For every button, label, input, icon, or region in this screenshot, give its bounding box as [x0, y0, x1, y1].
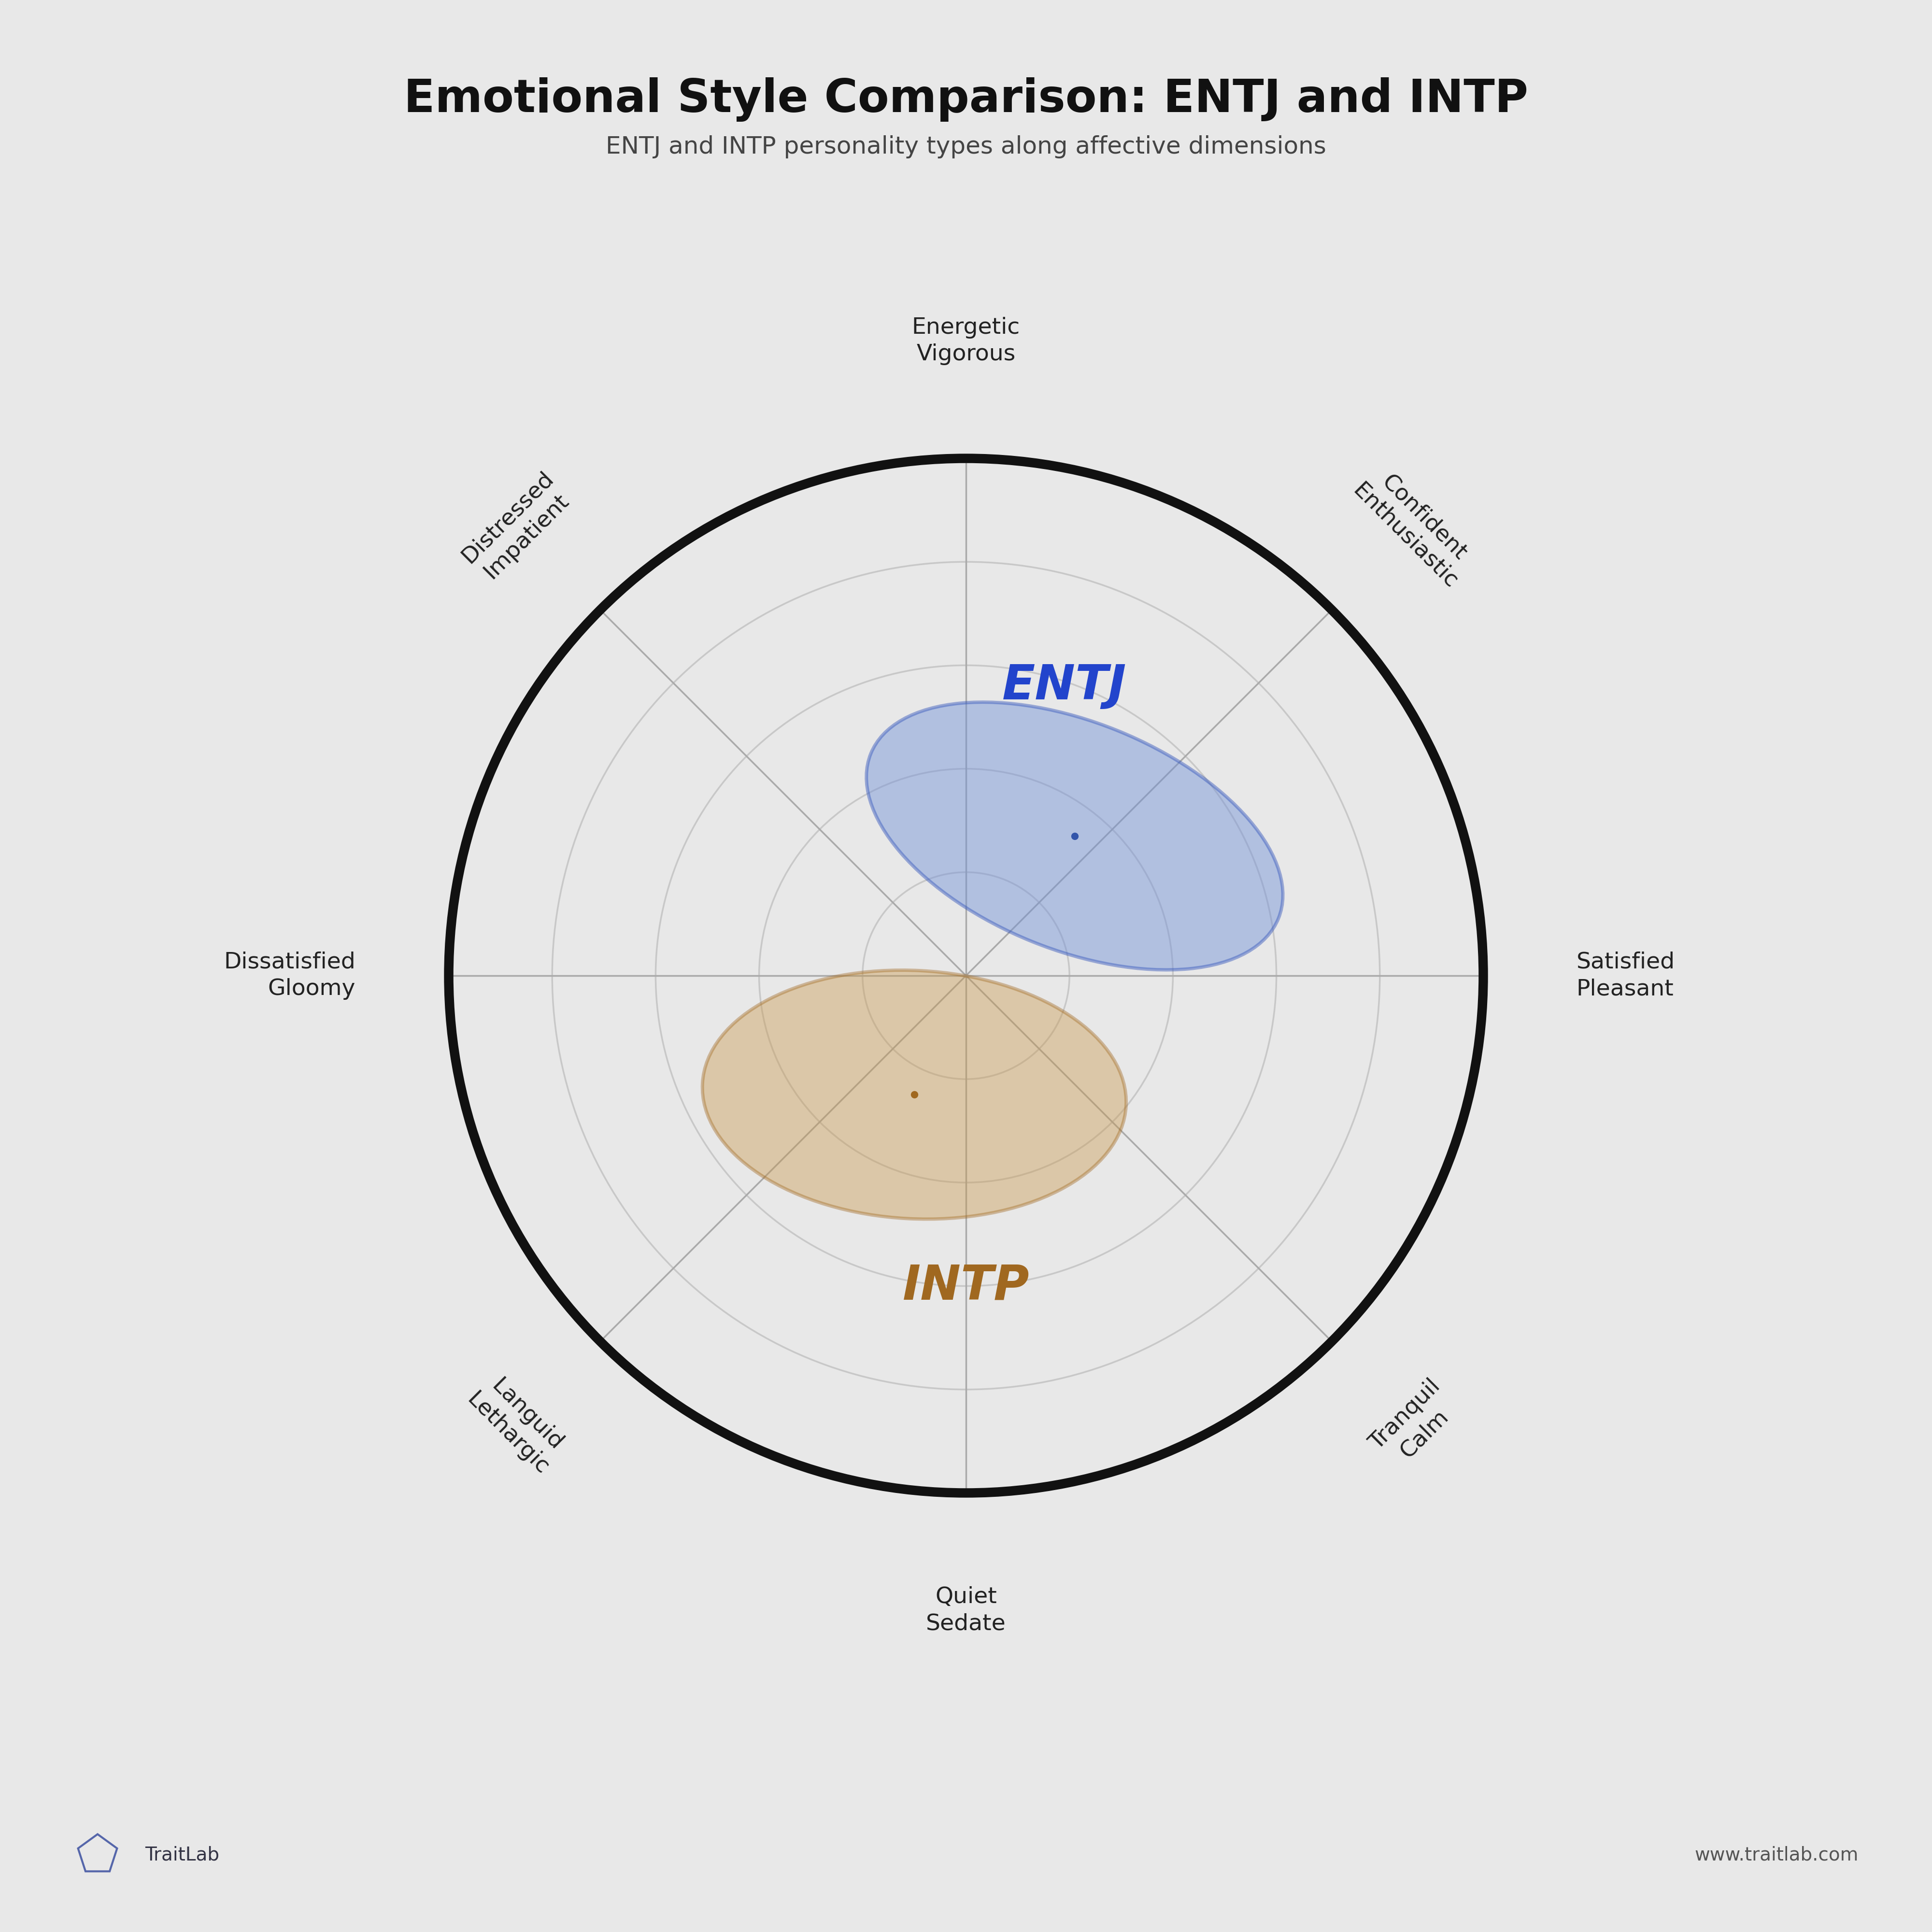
Text: ENTJ and INTP personality types along affective dimensions: ENTJ and INTP personality types along af…	[607, 135, 1325, 158]
Text: ENTJ: ENTJ	[1003, 663, 1126, 709]
Text: TraitLab: TraitLab	[145, 1845, 220, 1864]
Text: www.traitlab.com: www.traitlab.com	[1694, 1845, 1859, 1864]
Text: Languid
Lethargic: Languid Lethargic	[462, 1370, 572, 1480]
Ellipse shape	[866, 701, 1283, 970]
Text: Dissatisfied
Gloomy: Dissatisfied Gloomy	[224, 951, 355, 1001]
Text: Emotional Style Comparison: ENTJ and INTP: Emotional Style Comparison: ENTJ and INT…	[404, 77, 1528, 122]
Text: Tranquil
Calm: Tranquil Calm	[1366, 1376, 1464, 1474]
Text: Energetic
Vigorous: Energetic Vigorous	[912, 317, 1020, 365]
Text: Quiet
Sedate: Quiet Sedate	[925, 1586, 1007, 1634]
Ellipse shape	[703, 970, 1126, 1219]
Text: Satisfied
Pleasant: Satisfied Pleasant	[1577, 951, 1675, 1001]
Text: INTP: INTP	[902, 1264, 1030, 1310]
Text: Confident
Enthusiastic: Confident Enthusiastic	[1349, 460, 1482, 593]
Text: Distressed
Impatient: Distressed Impatient	[458, 468, 578, 587]
